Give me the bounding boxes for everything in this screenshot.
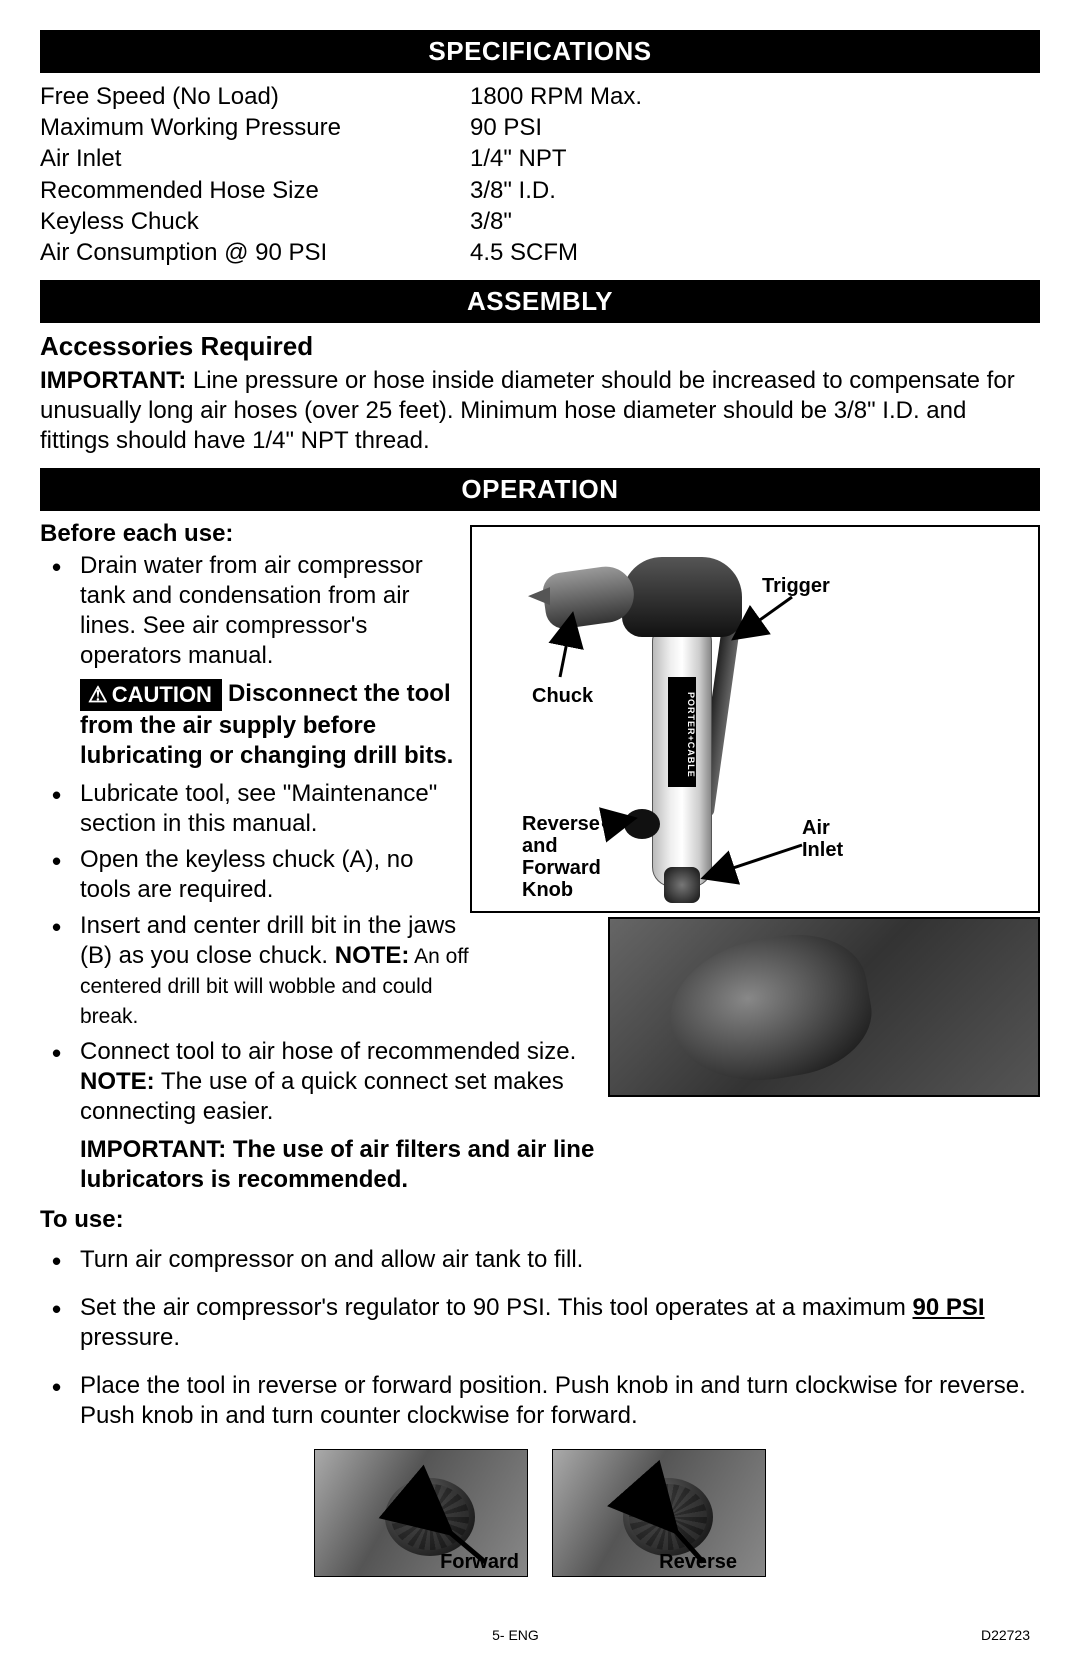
op-bullet: Insert and center drill bit in the jaws … bbox=[80, 911, 470, 1031]
spec-row: Air Consumption @ 90 PSI 4.5 SCFM bbox=[40, 237, 1040, 268]
tool-diagram: PORTER+CABLE Trigger Chuck Reverse and F… bbox=[470, 525, 1040, 913]
spec-row: Recommended Hose Size 3/8" I.D. bbox=[40, 175, 1040, 206]
specifications-table: Free Speed (No Load) 1800 RPM Max. Maxim… bbox=[40, 81, 1040, 268]
op-bullet: Lubricate tool, see "Maintenance" sectio… bbox=[80, 779, 470, 839]
spec-value: 3/8" bbox=[470, 206, 1040, 237]
assembly-subhead: Accessories Required bbox=[40, 331, 1040, 362]
op-bullet: Drain water from air compressor tank and… bbox=[80, 551, 470, 671]
operation-wrap: PORTER+CABLE Trigger Chuck Reverse and F… bbox=[40, 519, 1040, 1431]
spec-label: Air Inlet bbox=[40, 143, 470, 174]
use-bullet: Place the tool in reverse or forward pos… bbox=[80, 1371, 1040, 1431]
spec-value: 90 PSI bbox=[470, 112, 1040, 143]
page-footer: 5- ENG D22723 bbox=[40, 1627, 1040, 1643]
assembly-important: IMPORTANT: Line pressure or hose inside … bbox=[40, 366, 1040, 456]
use-bullet: Set the air compressor's regulator to 90… bbox=[80, 1293, 1040, 1353]
diagram-label-air-inlet: Air Inlet bbox=[802, 817, 862, 861]
spec-label: Maximum Working Pressure bbox=[40, 112, 470, 143]
note-label: NOTE: bbox=[80, 1068, 155, 1095]
caution-badge-text: CAUTION bbox=[112, 682, 212, 707]
op-bullet-text: Connect tool to air hose of recommended … bbox=[80, 1038, 576, 1065]
reverse-knob-figure: Reverse bbox=[552, 1449, 766, 1577]
spec-value: 1/4" NPT bbox=[470, 143, 1040, 174]
diagram-label-chuck: Chuck bbox=[532, 685, 593, 707]
section-header-assembly: ASSEMBLY bbox=[40, 280, 1040, 323]
warning-icon: ⚠ bbox=[88, 681, 108, 709]
forward-knob-figure: Forward bbox=[314, 1449, 528, 1577]
chuck-render-shape bbox=[659, 923, 880, 1096]
caution-block: ⚠CAUTIONDisconnect the tool from the air… bbox=[40, 679, 470, 771]
section-header-specifications: SPECIFICATIONS bbox=[40, 30, 1040, 73]
footer-page: 5- ENG bbox=[50, 1627, 981, 1643]
spec-row: Maximum Working Pressure 90 PSI bbox=[40, 112, 1040, 143]
spec-label: Recommended Hose Size bbox=[40, 175, 470, 206]
spec-row: Air Inlet 1/4" NPT bbox=[40, 143, 1040, 174]
op-bullet: Open the keyless chuck (A), no tools are… bbox=[80, 845, 470, 905]
spec-value: 4.5 SCFM bbox=[470, 237, 1040, 268]
op-bullet: Connect tool to air hose of recommended … bbox=[80, 1037, 610, 1127]
chuck-closeup-figure bbox=[608, 917, 1040, 1097]
diagram-label-trigger: Trigger bbox=[762, 575, 830, 597]
note-label: NOTE: bbox=[335, 942, 410, 969]
psi-emphasis: 90 PSI bbox=[913, 1294, 985, 1321]
spec-row: Keyless Chuck 3/8" bbox=[40, 206, 1040, 237]
knob-figures: Forward Reverse bbox=[40, 1449, 1040, 1577]
important-label: IMPORTANT: bbox=[40, 367, 186, 394]
caution-badge: ⚠CAUTION bbox=[80, 679, 222, 711]
spec-value: 1800 RPM Max. bbox=[470, 81, 1040, 112]
spec-row: Free Speed (No Load) 1800 RPM Max. bbox=[40, 81, 1040, 112]
spec-label: Free Speed (No Load) bbox=[40, 81, 470, 112]
spec-value: 3/8" I.D. bbox=[470, 175, 1040, 206]
diagram-label-rev-fwd: Reverse and Forward Knob bbox=[522, 813, 612, 901]
to-use-label: To use: bbox=[40, 1205, 1040, 1235]
spec-label: Keyless Chuck bbox=[40, 206, 470, 237]
use-bullet-text: Set the air compressor's regulator to 90… bbox=[80, 1294, 913, 1321]
section-header-operation: OPERATION bbox=[40, 468, 1040, 511]
important-recommendation: IMPORTANT: The use of air filters and ai… bbox=[80, 1136, 594, 1193]
use-bullet: Turn air compressor on and allow air tan… bbox=[80, 1245, 600, 1275]
important-text: Line pressure or hose inside diameter sh… bbox=[40, 367, 1015, 454]
use-bullet-text: pressure. bbox=[80, 1324, 180, 1351]
spec-label: Air Consumption @ 90 PSI bbox=[40, 237, 470, 268]
forward-caption: Forward bbox=[440, 1551, 519, 1574]
reverse-caption: Reverse bbox=[659, 1551, 737, 1574]
before-each-use-label: Before each use: bbox=[40, 519, 470, 549]
footer-doc-id: D22723 bbox=[981, 1627, 1030, 1643]
